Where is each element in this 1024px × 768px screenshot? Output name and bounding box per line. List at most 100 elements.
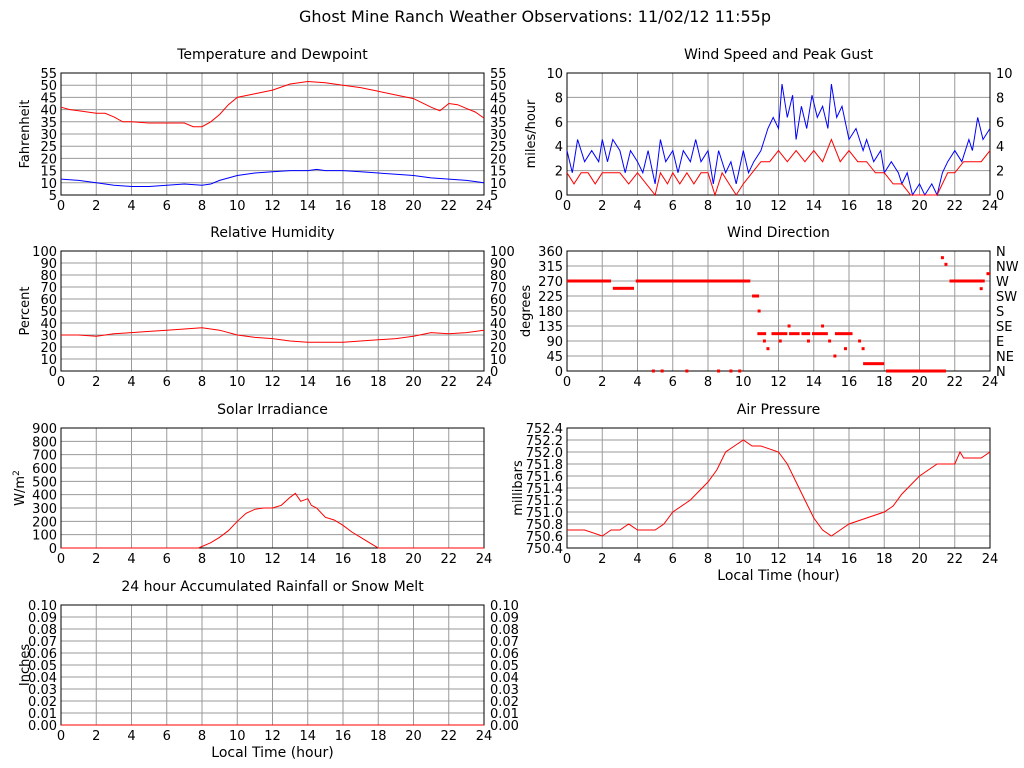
y-tick-label: 0.01 [28,707,57,722]
x-tick-label: 22 [440,199,457,214]
y-tick-label: 100 [32,245,57,260]
y-tick-label: 45 [40,91,57,106]
y-axis-label: W/m2 [12,470,28,506]
direction-point [828,339,832,343]
y-tick-label: 6 [555,116,563,131]
x-tick-label: 6 [669,375,677,390]
direction-segment [752,294,760,298]
y-tick-label: 200 [32,515,57,530]
y-tick-label: 100 [32,529,57,544]
plot-frame [60,427,485,549]
y-tick-label: 750.6 [526,530,563,545]
x-tick-label: 4 [127,729,135,744]
y-tick-label: 0.08 [28,623,57,638]
chart-rain: 24 hour Accumulated Rainfall or Snow Mel… [18,579,519,761]
direction-point [821,324,825,328]
x-tick-label: 22 [946,199,963,214]
x-tick-label: 10 [229,199,246,214]
y-tick-label: 50 [40,305,57,320]
x-tick-label: 20 [405,729,422,744]
x-tick-label: 12 [264,375,281,390]
x-tick-label: 12 [264,729,281,744]
right-tick-label: 10 [490,353,507,368]
y-tick-label: 0 [555,365,563,380]
x-tick-label: 10 [229,552,246,567]
y-tick-label: 751.2 [526,494,563,509]
y-tick-label: 20 [40,341,57,356]
series-line-wind-speed [566,138,991,197]
x-tick-label: 2 [598,375,606,390]
x-tick-label: 10 [735,199,752,214]
right-tick-label: 70 [490,281,507,296]
plot-frame [60,250,485,372]
right-tick-label: 40 [490,317,507,332]
y-tick-label: 70 [40,281,57,296]
y-tick-label: 315 [538,260,563,275]
right-tick-label: S [996,305,1004,320]
right-tick-label: 0.04 [490,671,519,686]
x-tick-label: 6 [163,552,171,567]
x-tick-label: 24 [476,375,493,390]
direction-point [778,339,782,343]
x-tick-label: 18 [370,729,387,744]
right-tick-label: N [996,245,1006,260]
right-tick-label: 0.06 [490,647,519,662]
direction-segment [635,279,751,283]
right-tick-label: 10 [490,177,507,192]
y-tick-label: 0.07 [28,635,57,650]
y-tick-label: 15 [40,165,57,180]
right-tick-label: W [996,275,1009,290]
plot-frame [566,250,991,372]
x-tick-label: 12 [770,199,787,214]
x-tick-label: 0 [563,199,571,214]
y-tick-label: 5 [49,189,57,204]
y-tick-label: 0.04 [28,671,57,686]
direction-segment [801,332,811,336]
y-axis-label: degrees [519,285,534,338]
x-tick-label: 24 [982,375,999,390]
right-tick-label: 0.00 [490,719,519,734]
right-tick-label: N [996,365,1006,380]
chart-title: Temperature and Dewpoint [176,47,368,63]
right-tick-label: 0.09 [490,611,519,626]
x-tick-label: 0 [57,199,65,214]
x-tick-label: 14 [805,375,822,390]
right-tick-label: 0.10 [490,599,519,614]
x-tick-label: 22 [946,375,963,390]
x-tick-label: 8 [198,729,206,744]
x-tick-label: 4 [633,552,641,567]
x-tick-label: 14 [299,375,316,390]
x-tick-label: 20 [911,552,928,567]
chart-title: Solar Irradiance [217,402,328,418]
chart-title: Relative Humidity [210,225,334,241]
x-tick-label: 22 [946,552,963,567]
direction-segment [612,286,634,290]
x-tick-label: 18 [876,199,893,214]
right-tick-label: E [996,335,1004,350]
y-tick-label: 0.03 [28,683,57,698]
y-tick-label: 500 [32,475,57,490]
direction-point [858,339,862,343]
series-line-temperature [60,80,485,128]
y-tick-label: 750.8 [526,518,563,533]
right-tick-label: 0 [490,365,498,380]
right-tick-label: NW [996,260,1019,275]
x-tick-label: 2 [598,199,606,214]
series-line-dewpoint [60,168,485,187]
right-tick-label: SW [996,290,1017,305]
y-tick-label: 751.8 [526,458,563,473]
right-tick-label: 50 [490,305,507,320]
y-tick-label: 135 [538,320,563,335]
x-tick-label: 18 [876,552,893,567]
y-tick-label: 25 [40,140,57,155]
series-line-humidity [61,327,485,343]
chart-title: 24 hour Accumulated Rainfall or Snow Mel… [121,579,424,595]
x-tick-label: 12 [770,552,787,567]
x-tick-label: 4 [127,552,135,567]
x-tick-label: 20 [405,375,422,390]
y-tick-label: 0.09 [28,611,57,626]
x-tick-label: 10 [735,375,752,390]
x-tick-label: 16 [335,199,352,214]
y-tick-label: 90 [40,257,57,272]
